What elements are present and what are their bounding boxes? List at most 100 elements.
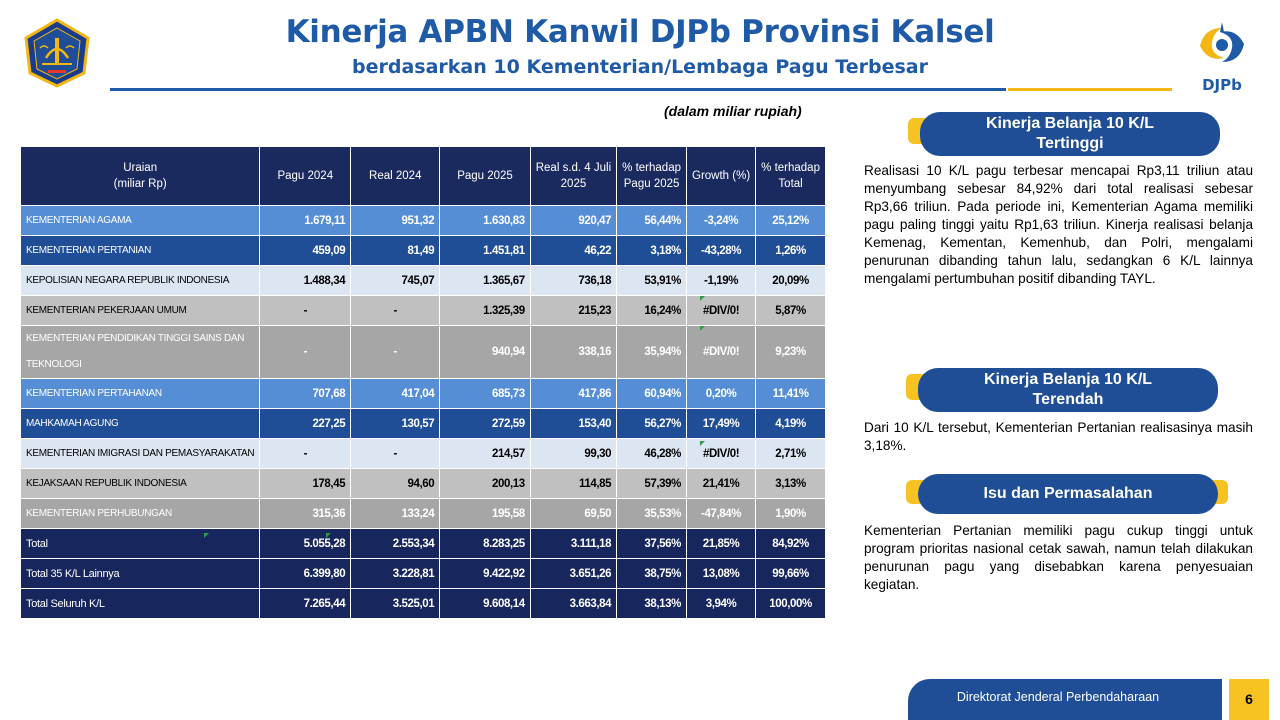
cell-real-2024: 81,49	[350, 235, 441, 266]
row-label: KEMENTERIAN AGAMA	[19, 205, 261, 236]
panel-body-issues: Kementerian Pertanian memiliki pagu cuku…	[864, 523, 1253, 592]
cell-pct-total: 100,00%	[755, 588, 826, 619]
cell-real-2024: 94,60	[350, 468, 441, 499]
cell-pagu-2025: 1.365,67	[439, 265, 531, 296]
cell-pct-pagu: 35,94%	[616, 325, 687, 379]
page-title: Kinerja APBN Kanwil DJPb Provinsi Kalsel	[285, 14, 995, 50]
cell-growth: #DIV/0!	[685, 438, 757, 469]
cell-pct-pagu: 57,39%	[616, 468, 687, 499]
table-total-row: Total Seluruh K/L 7.265,44 3.525,01 9.60…	[19, 588, 826, 619]
table-row: KEMENTERIAN PEKERJAAN UMUM - - 1.325,39 …	[19, 295, 826, 326]
cell-error-indicator-icon	[204, 533, 209, 538]
cell-pct-total: 2,71%	[755, 438, 826, 469]
cell-pct-pagu: 56,27%	[616, 408, 687, 439]
cell-pagu-2024: 1.488,34	[259, 265, 352, 296]
cell-real-2024: 3.228,81	[350, 558, 441, 589]
table-row: KEMENTERIAN IMIGRASI DAN PEMASYARAKATAN …	[19, 438, 826, 469]
col-header-pct-total: % terhadap Total	[755, 146, 826, 206]
djpb-logo: DJPb	[1190, 20, 1254, 94]
cell-real-2025: 338,16	[529, 325, 618, 379]
cell-pagu-2024: 227,25	[259, 408, 352, 439]
cell-real-2024: 3.525,01	[350, 588, 441, 619]
table-row: KEJAKSAAN REPUBLIK INDONESIA 178,45 94,6…	[19, 468, 826, 499]
row-label: KEMENTERIAN PERTAHANAN	[19, 378, 261, 409]
cell-pagu-2025: 9.608,14	[439, 588, 531, 619]
cell-pagu-2024: 178,45	[259, 468, 352, 499]
title-divider-blue	[110, 88, 1006, 91]
cell-real-2025: 920,47	[529, 205, 618, 236]
cell-real-2024: -	[350, 295, 441, 326]
row-label: MAHKAMAH AGUNG	[19, 408, 261, 439]
cell-pagu-2025: 940,94	[439, 325, 531, 379]
djpb-logo-text: DJPb	[1202, 76, 1242, 94]
cell-pagu-2025: 1.325,39	[439, 295, 531, 326]
cell-real-2024: 951,32	[350, 205, 441, 236]
cell-pagu-2024: 315,36	[259, 498, 352, 529]
table-row: KEPOLISIAN NEGARA REPUBLIK INDONESIA 1.4…	[19, 265, 826, 296]
row-label: Total 35 K/L Lainnya	[19, 558, 261, 589]
col-header-real-2024: Real 2024	[350, 146, 441, 206]
cell-growth: -43,28%	[685, 235, 757, 266]
panel-body-lowest: Dari 10 K/L tersebut, Kementerian Pertan…	[864, 420, 1253, 453]
kemenkeu-logo-icon	[24, 18, 90, 88]
cell-pct-pagu: 60,94%	[616, 378, 687, 409]
cell-real-2024: 130,57	[350, 408, 441, 439]
cell-pct-pagu: 46,28%	[616, 438, 687, 469]
row-label: KEMENTERIAN PERTANIAN	[19, 235, 261, 266]
table-row: KEMENTERIAN PERTAHANAN 707,68 417,04 685…	[19, 378, 826, 409]
cell-pct-total: 1,26%	[755, 235, 826, 266]
panel-title-lowest-pill: Kinerja Belanja 10 K/L Terendah	[918, 368, 1218, 412]
col-header-pagu-2025: Pagu 2025	[439, 146, 531, 206]
col-header-uraian: Uraian (miliar Rp)	[19, 146, 261, 206]
cell-growth: 21,41%	[685, 468, 757, 499]
col-header-real-2025: Real s.d. 4 Juli 2025	[529, 146, 618, 206]
cell-pagu-2024: 707,68	[259, 378, 352, 409]
cell-real-2025: 215,23	[529, 295, 618, 326]
cell-growth: #DIV/0!	[685, 325, 757, 379]
panel-title-highest: Kinerja Belanja 10 K/L Tertinggi	[908, 112, 1220, 156]
col-header-pct-pagu: % terhadap Pagu 2025	[616, 146, 687, 206]
table-row: KEMENTERIAN PENDIDIKAN TINGGI SAINS DAN …	[19, 325, 826, 379]
table-row: KEMENTERIAN AGAMA 1.679,11 951,32 1.630,…	[19, 205, 826, 236]
cell-real-2024: -	[350, 438, 441, 469]
panel-title-lowest: Kinerja Belanja 10 K/L Terendah	[906, 368, 1218, 412]
unit-note: (dalam miliar rupiah)	[664, 103, 802, 119]
cell-growth: 3,94%	[685, 588, 757, 619]
panel-title-issues: Isu dan Permasalahan	[906, 474, 1228, 514]
cell-real-2025: 153,40	[529, 408, 618, 439]
cell-pagu-2025: 1.630,83	[439, 205, 531, 236]
cell-pct-pagu: 56,44%	[616, 205, 687, 236]
page-number: 6	[1229, 679, 1269, 720]
table-row: MAHKAMAH AGUNG 227,25 130,57 272,59 153,…	[19, 408, 826, 439]
cell-pagu-2024: -	[259, 325, 352, 379]
cell-growth: 13,08%	[685, 558, 757, 589]
cell-pct-pagu: 53,91%	[616, 265, 687, 296]
panel-title-issues-pill: Isu dan Permasalahan	[918, 474, 1218, 514]
cell-real-2025: 417,86	[529, 378, 618, 409]
cell-pagu-2025: 272,59	[439, 408, 531, 439]
cell-pagu-2024: 7.265,44	[259, 588, 352, 619]
cell-pct-total: 1,90%	[755, 498, 826, 529]
cell-pct-pagu: 38,13%	[616, 588, 687, 619]
row-label: KEMENTERIAN PENDIDIKAN TINGGI SAINS DAN …	[19, 325, 261, 379]
cell-real-2025: 114,85	[529, 468, 618, 499]
cell-real-2024: 745,07	[350, 265, 441, 296]
cell-pagu-2025: 200,13	[439, 468, 531, 499]
cell-error-indicator-icon	[700, 296, 705, 301]
row-label: Total Seluruh K/L	[19, 588, 261, 619]
cell-pagu-2024: 6.399,80	[259, 558, 352, 589]
cell-pagu-2024: 459,09	[259, 235, 352, 266]
cell-real-2024: 417,04	[350, 378, 441, 409]
cell-pct-total: 11,41%	[755, 378, 826, 409]
page-subtitle: berdasarkan 10 Kementerian/Lembaga Pagu …	[352, 56, 928, 78]
col-header-pagu-2024: Pagu 2024	[259, 146, 352, 206]
cell-pagu-2024: 5.055,28	[259, 528, 352, 559]
footer-org: Direktorat Jenderal Perbendaharaan	[956, 690, 1160, 704]
cell-pct-pagu: 16,24%	[616, 295, 687, 326]
cell-real-2025: 46,22	[529, 235, 618, 266]
col-header-growth: Growth (%)	[685, 146, 757, 206]
cell-pagu-2024: 1.679,11	[259, 205, 352, 236]
footer-bar	[908, 679, 1222, 720]
cell-error-indicator-icon	[700, 326, 705, 331]
cell-growth: -3,24%	[685, 205, 757, 236]
